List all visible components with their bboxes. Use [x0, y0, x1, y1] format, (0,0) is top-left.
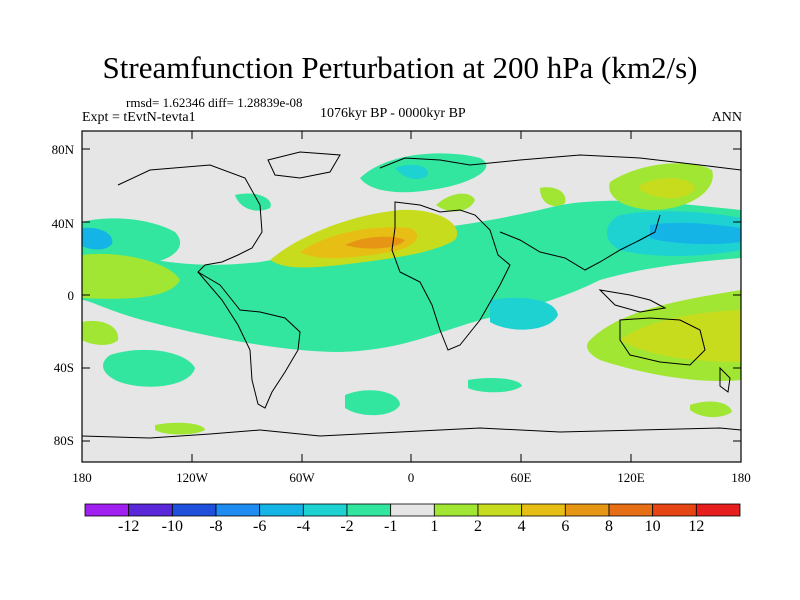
colorbar-label: -10 — [161, 518, 183, 535]
lon-label-180w: 180 — [72, 470, 92, 485]
chart-title: Streamfunction Perturbation at 200 hPa (… — [102, 50, 698, 85]
colorbar-swatch-11 — [564, 503, 610, 517]
season-label: ANN — [711, 110, 742, 125]
neg-band-1 — [82, 200, 741, 352]
colorbar-swatch-4 — [259, 503, 304, 517]
lon-label-0: 0 — [407, 470, 415, 485]
coastline-2 — [379, 154, 741, 171]
lon-label-180e: 180 — [731, 470, 751, 485]
coastline-4 — [499, 214, 661, 271]
colorbar-label: 2 — [474, 518, 482, 535]
coastline-8 — [82, 429, 261, 439]
neg-south-atl — [345, 390, 400, 416]
neg-nat-core — [395, 164, 429, 180]
colorbar-label: 4 — [517, 518, 526, 535]
pos-australia-core — [620, 310, 741, 362]
colorbar-swatch-0 — [84, 503, 130, 517]
colorbar-swatch-12 — [608, 503, 654, 517]
coastline-7 — [259, 427, 741, 437]
lat-label-80s: 80S — [53, 433, 74, 448]
lat-label-40n: 40N — [51, 216, 74, 231]
colorbar-label: 12 — [688, 518, 705, 535]
coastline-0 — [117, 164, 301, 409]
neg-asia-core — [650, 222, 741, 245]
neg-south-pac — [103, 349, 195, 387]
colorbar-swatch-6 — [346, 503, 392, 517]
lon-label-60w: 60W — [289, 470, 315, 485]
neg-core-pac — [82, 227, 113, 250]
colorbar-swatch-3 — [215, 503, 261, 517]
coastline-5 — [619, 317, 706, 366]
pos-antarc-east — [690, 401, 732, 418]
coastline-6 — [719, 366, 731, 393]
pos-med — [436, 193, 475, 212]
pos-antarctic — [155, 422, 205, 435]
colorbar-swatch-5 — [302, 503, 348, 517]
lat-label-0: 0 — [67, 288, 75, 303]
colorbar-label: -2 — [340, 518, 354, 535]
colorbar-swatch-1 — [128, 503, 173, 517]
neg-indian — [490, 297, 558, 330]
neg-canada — [235, 193, 271, 211]
colorbar-swatch-10 — [521, 503, 566, 517]
colorbar-label: 1 — [430, 518, 439, 535]
neg-west-pacific — [82, 218, 181, 266]
colorbar-swatch-9 — [477, 503, 523, 517]
colorbar-label: 8 — [605, 518, 613, 535]
field-layer — [82, 151, 741, 439]
coastline-1 — [267, 151, 341, 179]
colorbar-label: -12 — [117, 518, 140, 535]
colorbar-label: -1 — [383, 518, 398, 535]
pos-atlantic-core — [345, 236, 405, 249]
pos-europe-small — [540, 187, 566, 207]
colorbar-swatch-13 — [652, 503, 697, 517]
lat-label-80n: 80N — [51, 142, 74, 157]
colorbar-label: -4 — [296, 518, 310, 535]
coastline-9 — [598, 289, 667, 313]
lat-label-40s: 40S — [53, 360, 74, 375]
pos-pacific-west — [82, 253, 180, 299]
period-label: 1076kyr BP - 0000kyr BP — [320, 106, 466, 121]
colorbar-label: 6 — [561, 518, 570, 535]
neg-southern — [468, 378, 522, 393]
colorbar-label: -8 — [209, 518, 223, 535]
colorbar-swatch-2 — [171, 503, 217, 517]
colorbar-label: -6 — [252, 518, 267, 535]
experiment-label: Expt = tEvtN-tevta1 — [82, 110, 196, 125]
lon-label-60e: 60E — [510, 470, 532, 485]
colorbar-label: 10 — [644, 518, 661, 535]
stats-line: rmsd= 1.62346 diff= 1.28839e-08 — [126, 95, 303, 110]
lon-label-120e: 120E — [617, 470, 645, 485]
pos-sw-pac — [82, 320, 119, 345]
colorbar-swatch-8 — [433, 503, 479, 517]
pos-siberia-core — [640, 178, 695, 199]
colorbar-swatch-14 — [695, 503, 741, 517]
colorbar-swatch-7 — [390, 503, 435, 517]
coastline-3 — [391, 201, 511, 351]
lon-label-120w: 120W — [176, 470, 208, 485]
